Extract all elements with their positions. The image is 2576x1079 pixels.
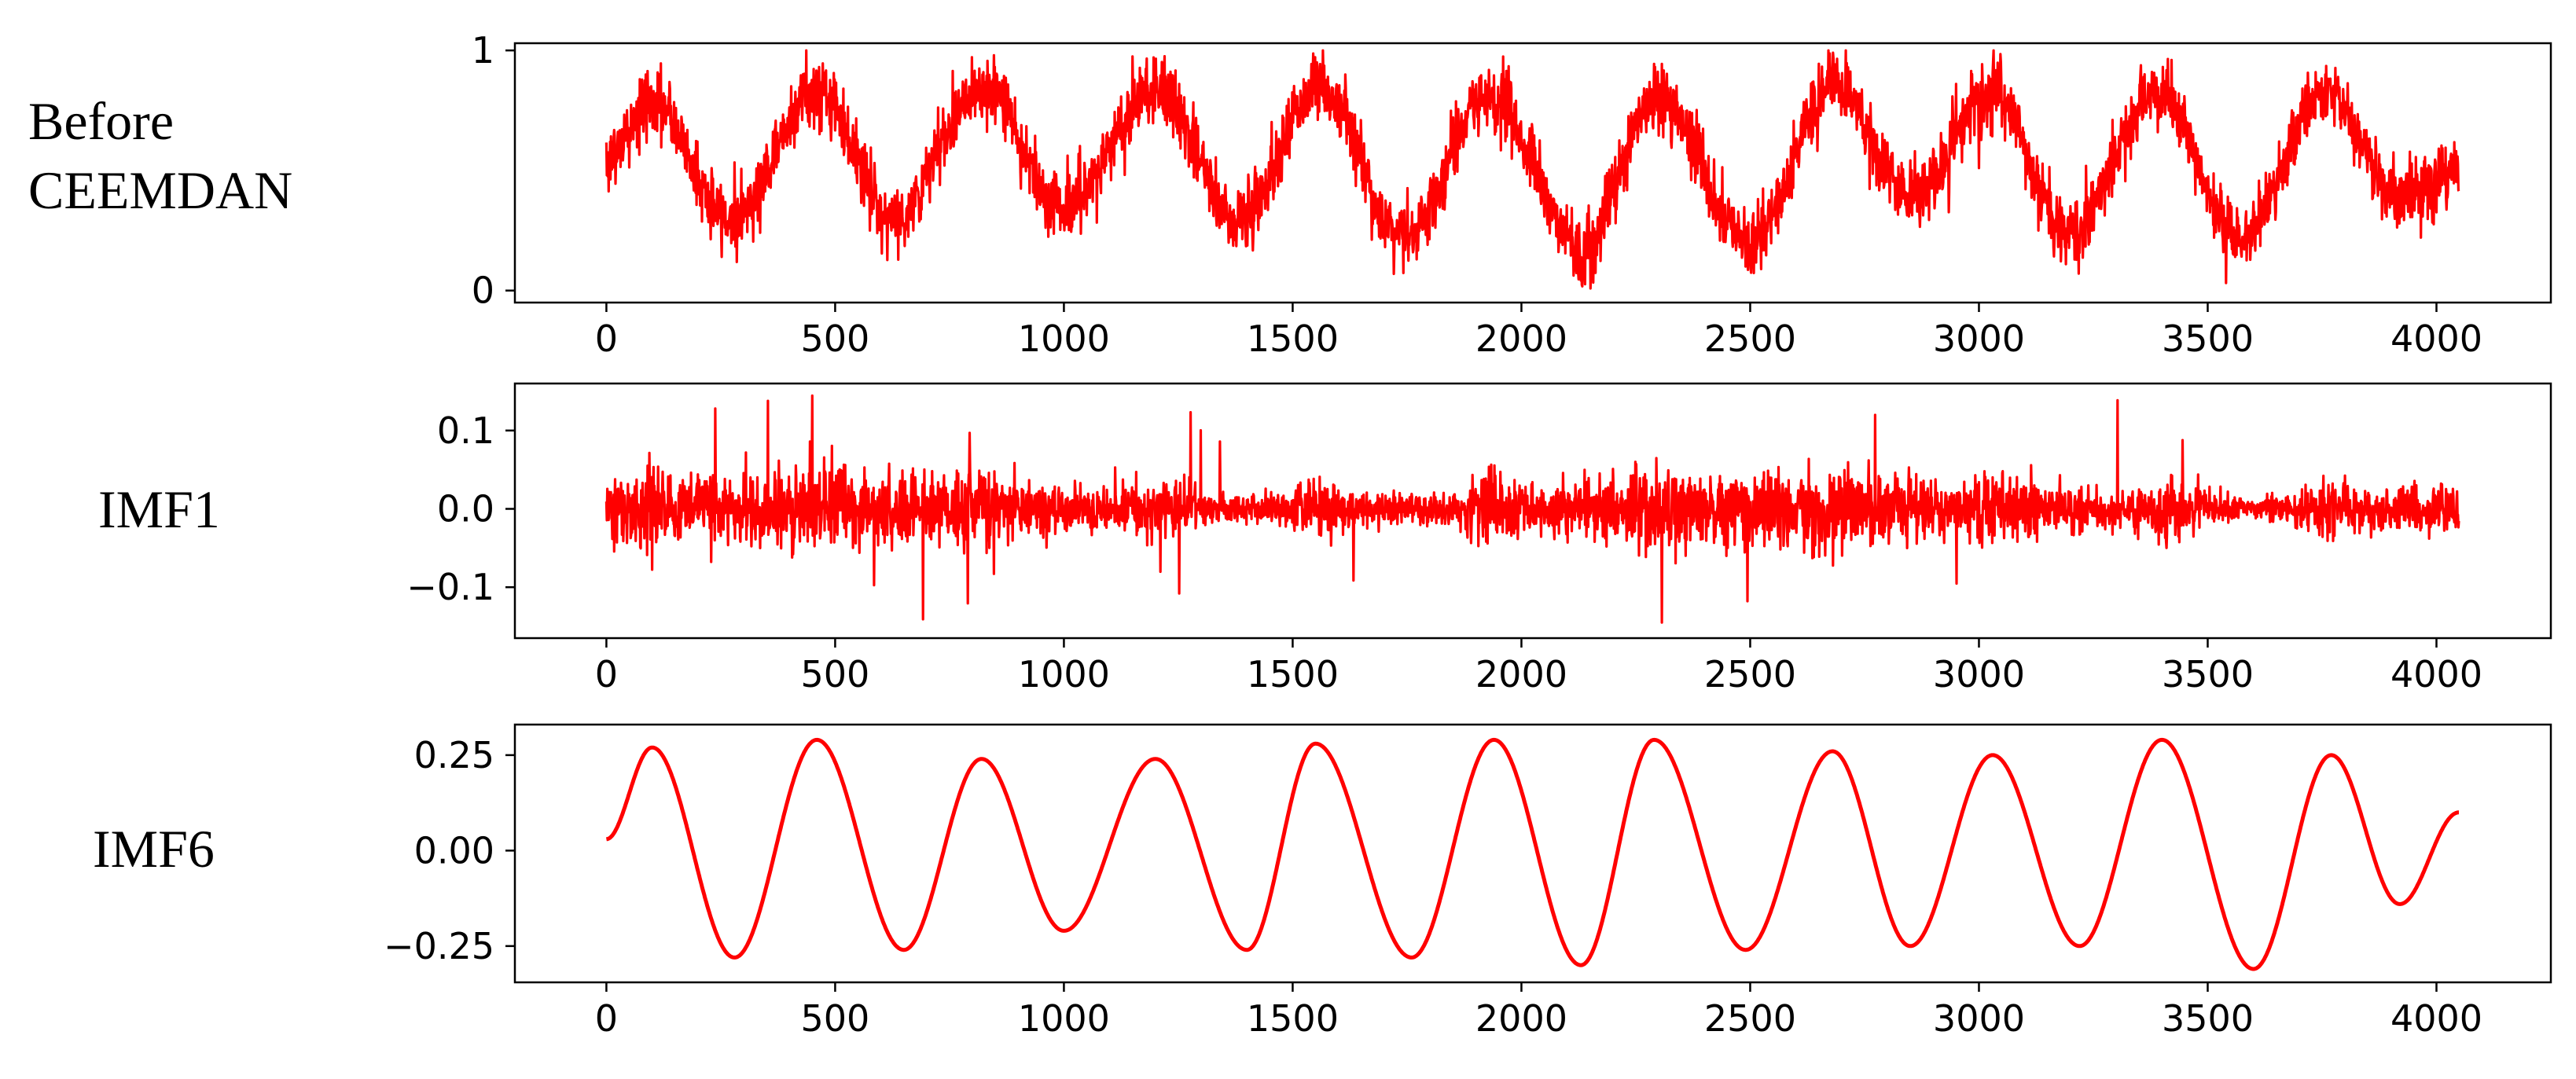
x-tick-label: 500 [801, 317, 870, 360]
row-label-before-ceemdan: Before CEEMDAN [28, 91, 293, 221]
x-tick-label: 4000 [2390, 317, 2482, 360]
x-tick-label: 0 [595, 653, 618, 695]
y-tick-label: 0.0 [437, 488, 494, 530]
y-tick-label: −0.25 [384, 925, 494, 967]
x-tick-label: 2500 [1704, 317, 1796, 360]
x-tick-label: 3000 [1933, 653, 2025, 695]
y-tick-label: −0.1 [406, 566, 494, 608]
y-tick-label: 1 [472, 29, 494, 72]
series-line-imf6 [604, 737, 2460, 971]
x-tick-label: 1000 [1018, 653, 1110, 695]
x-tick-label: 4000 [2390, 997, 2482, 1040]
x-tick-label: 2500 [1704, 653, 1796, 695]
x-tick-label: 3500 [2162, 317, 2254, 360]
x-tick-label: 2000 [1475, 653, 1567, 695]
x-tick-label: 0 [595, 997, 618, 1040]
x-tick-label: 2500 [1704, 997, 1796, 1040]
plot-frame [513, 42, 2552, 304]
x-tick-label: 3500 [2162, 997, 2254, 1040]
x-tick-label: 0 [595, 317, 618, 360]
x-tick-label: 3000 [1933, 997, 2025, 1040]
x-tick-label: 2000 [1475, 997, 1567, 1040]
series-line-before-ceemdan [604, 49, 2460, 290]
x-tick-label: 3000 [1933, 317, 2025, 360]
plot-frame [513, 723, 2552, 984]
y-tick-label: 0.25 [414, 734, 494, 776]
x-tick-label: 500 [801, 997, 870, 1040]
row-label-imf6: IMF6 [93, 819, 215, 879]
x-tick-label: 500 [801, 653, 870, 695]
chart-panel-imf1: 0 500 1000 1500 2000 2500 3000 3500 4000 0.1 0.0 −0… [406, 382, 2552, 695]
y-tick-label: 0.00 [414, 829, 494, 872]
chart-panel-imf6: 0 500 1000 1500 2000 2500 3000 3500 4000 0.25 0.00… [384, 723, 2552, 1040]
row-label-imf1: IMF1 [98, 479, 220, 539]
x-tick-label: 4000 [2390, 653, 2482, 695]
x-tick-label: 1500 [1247, 317, 1339, 360]
y-tick-label: 0.1 [437, 409, 494, 452]
x-tick-label: 1000 [1018, 997, 1110, 1040]
series-line-imf1 [604, 394, 2460, 624]
x-tick-label: 1500 [1247, 997, 1339, 1040]
plot-frame [513, 382, 2552, 640]
x-tick-label: 1000 [1018, 317, 1110, 360]
x-tick-label: 3500 [2162, 653, 2254, 695]
y-tick-label: 0 [472, 270, 494, 312]
chart-panel-before-ceemdan: 0 500 1000 1500 2000 2500 3000 3500 4000 0 1 [472, 29, 2552, 360]
x-tick-label: 1500 [1247, 653, 1339, 695]
x-tick-label: 2000 [1475, 317, 1567, 360]
